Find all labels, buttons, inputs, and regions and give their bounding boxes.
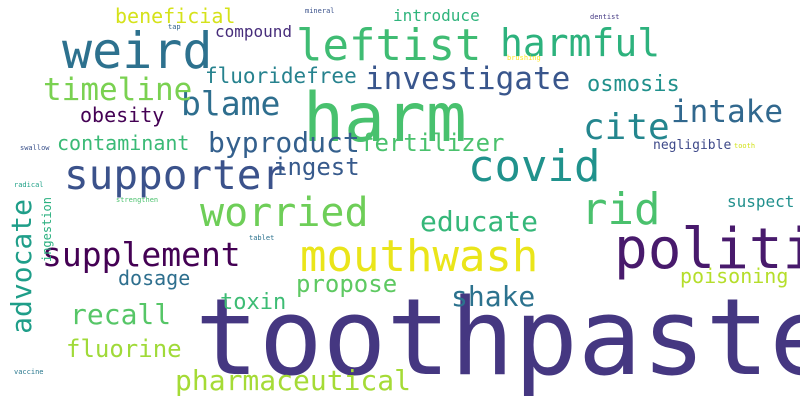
word-swallow: swallow [20, 144, 50, 152]
word-compound: compound [215, 22, 293, 41]
word-negligible: negligible [653, 138, 732, 153]
word-propose: propose [296, 270, 398, 298]
word-radical: radical [14, 181, 44, 189]
word-mouthwash: mouthwash [300, 231, 539, 282]
word-introduce: introduce [393, 6, 480, 25]
word-contaminant: contaminant [57, 131, 190, 155]
word-harmful: harmful [500, 21, 661, 65]
word-byproduct: byproduct [208, 126, 360, 159]
word-toxin: toxin [220, 290, 287, 315]
word-tablet: tablet [249, 234, 275, 242]
word-fluoridefree: fluoridefree [205, 64, 357, 88]
word-fertilizer: fertilizer [360, 129, 505, 157]
word-ingest: ingest [273, 153, 360, 181]
word-cite: cite [583, 107, 670, 148]
word-ingestion: ingestion [40, 197, 54, 263]
word-pharmaceutical: pharmaceutical [175, 364, 412, 397]
word-blame: blame [181, 84, 281, 123]
word-weird: weird [62, 22, 213, 80]
word-strengthen: strengthen [116, 196, 159, 204]
word-dentist: dentist [590, 13, 620, 21]
word-shake: shake [451, 280, 536, 313]
word-beneficial: beneficial [115, 4, 236, 28]
word-educate: educate [420, 205, 539, 238]
word-covid: covid [468, 141, 601, 192]
word-investigate: investigate [365, 61, 571, 97]
word-osmosis: osmosis [587, 72, 680, 97]
word-leftist: leftist [296, 20, 482, 71]
word-supporter: supporter [64, 151, 287, 199]
word-recall: recall [70, 298, 172, 331]
word-supplement: supplement [42, 235, 241, 274]
word-toothpaste: toothpaste [195, 276, 800, 399]
word-poisoning: poisoning [680, 264, 789, 288]
word-suspect: suspect [727, 192, 795, 211]
word-tooth: tooth [734, 142, 756, 150]
word-intake: intake [671, 94, 783, 130]
word-harm: harm [303, 79, 467, 158]
word-mineral: mineral [305, 7, 335, 15]
word-timeline: timeline [43, 72, 193, 108]
word-worried: worried [200, 190, 369, 236]
word-politic: politic [614, 217, 800, 282]
word-rid: rid [581, 184, 661, 235]
word-tap: tap [168, 23, 181, 31]
word-fluorine: fluorine [66, 335, 182, 363]
word-obesity: obesity [80, 103, 165, 127]
word-vaccine: vaccine [14, 368, 44, 376]
word-dosage: dosage [118, 266, 191, 290]
word-advocate: advocate [5, 199, 38, 334]
word-brushing: brushing [507, 54, 541, 62]
